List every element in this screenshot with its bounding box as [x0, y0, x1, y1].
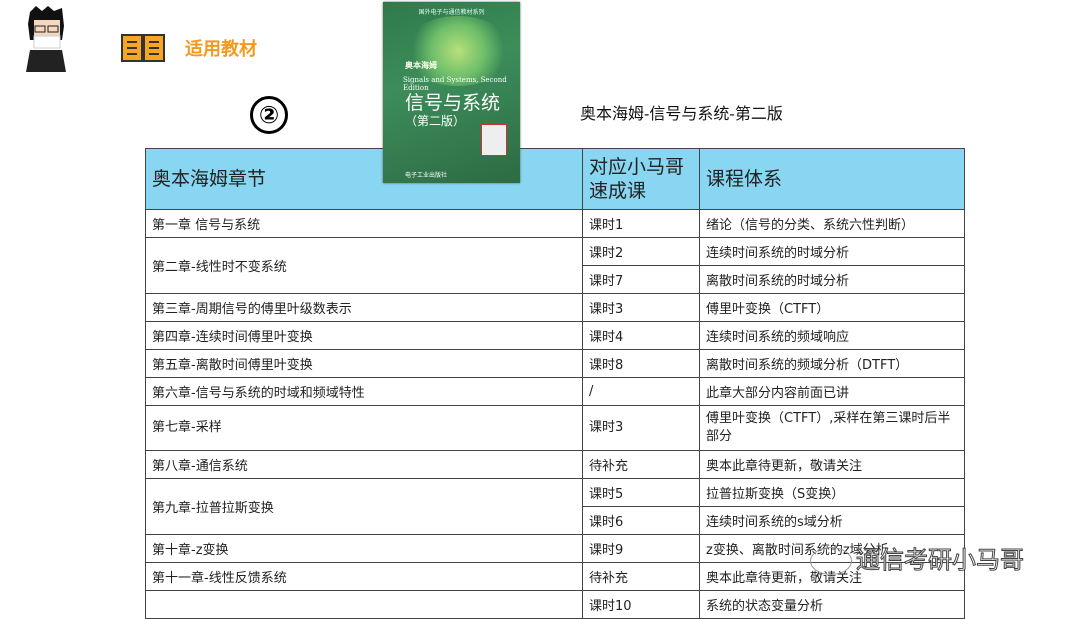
table-row: 第九章-拉普拉斯变换 课时5 拉普拉斯变换（S变换） — [145, 478, 965, 535]
cell-lesson: 待补充 — [582, 450, 700, 479]
cell-chapter: 第三章-周期信号的傅里叶级数表示 — [145, 293, 583, 322]
cell-topic: 连续时间系统的时域分析 — [699, 237, 965, 266]
cell-chapter: 第四章-连续时间傅里叶变换 — [145, 321, 583, 350]
cell-chapter — [145, 590, 583, 619]
cell-lesson: 课时3 — [582, 405, 700, 451]
table-row: 第一章 信号与系统 课时1 绪论（信号的分类、系统六性判断） — [145, 209, 965, 238]
cell-lesson: 课时5 — [582, 478, 700, 507]
book-title-cn: 信号与系统 — [405, 92, 501, 114]
cell-chapter: 第十章-z变换 — [145, 534, 583, 563]
cell-lesson: 课时3 — [582, 293, 700, 322]
header-topic: 课程体系 — [699, 148, 965, 210]
book-edition: （第二版） — [405, 114, 466, 128]
cell-lesson: 课时1 — [582, 209, 700, 238]
cell-lesson: 课时6 — [582, 506, 700, 535]
header-lesson: 对应小马哥速成课 — [582, 148, 700, 210]
book-publisher: 电子工业出版社 — [405, 172, 448, 179]
cell-lesson: 课时10 — [582, 590, 700, 619]
cell-chapter: 第五章-离散时间傅里叶变换 — [145, 349, 583, 378]
cell-chapter: 第二章-线性时不变系统 — [145, 237, 583, 294]
cell-lesson: / — [582, 377, 700, 406]
cell-chapter: 第一章 信号与系统 — [145, 209, 583, 238]
table-row: 第二章-线性时不变系统 课时2 连续时间系统的时域分析 — [145, 237, 965, 294]
cell-topic: 傅里叶变换（CTFT） — [699, 293, 965, 322]
cell-chapter: 第八章-通信系统 — [145, 450, 583, 479]
cell-topic: 傅里叶变换（CTFT）,采样在第三课时后半部分 — [699, 405, 965, 451]
section-title: 适用教材 — [185, 39, 257, 60]
cell-topic: 离散时间系统的频域分析（DTFT） — [699, 349, 965, 378]
table-row: 第三章-周期信号的傅里叶级数表示 课时3 傅里叶变换（CTFT） — [145, 293, 965, 322]
table-row: 第六章-信号与系统的时域和频域特性 / 此章大部分内容前面已讲 — [145, 377, 965, 406]
table-row: 课时10 系统的状态变量分析 — [145, 590, 965, 619]
watermark-text: 通信考研小马哥 — [856, 546, 1025, 575]
avatar — [26, 6, 66, 72]
table-row: 第八章-通信系统 待补充 奥本此章待更新，敬请关注 — [145, 450, 965, 479]
cell-topic: 系统的状态变量分析 — [699, 590, 965, 619]
cell-lesson: 待补充 — [582, 562, 700, 591]
cell-topic: 拉普拉斯变换（S变换） — [699, 478, 965, 507]
cell-topic: 绪论（信号的分类、系统六性判断） — [699, 209, 965, 238]
textbook-name: 奥本海姆-信号与系统-第二版 — [580, 104, 783, 123]
cell-lesson: 课时9 — [582, 534, 700, 563]
cell-lesson: 课时4 — [582, 321, 700, 350]
cell-topic: 奥本此章待更新，敬请关注 — [699, 450, 965, 479]
wechat-watermark: 通信考研小马哥 — [810, 540, 1025, 575]
book-tag: 奥本海姆 — [405, 61, 437, 70]
cell-topic: 离散时间系统的时域分析 — [699, 265, 965, 294]
cell-topic: 此章大部分内容前面已讲 — [699, 377, 965, 406]
wechat-icon — [810, 547, 852, 575]
cell-chapter: 第七章-采样 — [145, 405, 583, 451]
cell-chapter: 第十一章-线性反馈系统 — [145, 562, 583, 591]
table-row: 第七章-采样 课时3 傅里叶变换（CTFT）,采样在第三课时后半部分 — [145, 405, 965, 451]
book-title-en: Signals and Systems, Second Edition — [403, 76, 507, 92]
book-cover: 国外电子与通信教材系列 奥本海姆 Signals and Systems, Se… — [383, 2, 520, 183]
cell-lesson: 课时8 — [582, 349, 700, 378]
cell-lesson: 课时2 — [582, 237, 700, 266]
table-row: 第五章-离散时间傅里叶变换 课时8 离散时间系统的频域分析（DTFT） — [145, 349, 965, 378]
cell-chapter: 第九章-拉普拉斯变换 — [145, 478, 583, 535]
cell-chapter: 第六章-信号与系统的时域和频域特性 — [145, 377, 583, 406]
cell-topic: 连续时间系统的频域响应 — [699, 321, 965, 350]
cell-lesson: 课时7 — [582, 265, 700, 294]
table-header: 奥本海姆章节 对应小马哥速成课 课程体系 — [145, 148, 965, 210]
course-mapping-table: 奥本海姆章节 对应小马哥速成课 课程体系 第一章 信号与系统 课时1 绪论（信号的分… — [145, 148, 965, 619]
book-icon — [121, 34, 165, 62]
table-row: 第四章-连续时间傅里叶变换 课时4 连续时间系统的频域响应 — [145, 321, 965, 350]
table-row: 课时6 连续时间系统的s域分析 — [146, 506, 965, 535]
book-series: 国外电子与通信教材系列 — [418, 9, 485, 16]
section-number: ② — [250, 96, 288, 134]
cell-topic: 连续时间系统的s域分析 — [699, 506, 965, 535]
